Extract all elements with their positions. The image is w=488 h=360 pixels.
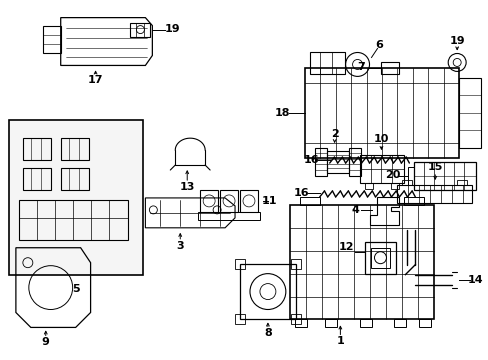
- Bar: [235, 315, 244, 324]
- Bar: [23, 138, 51, 160]
- Bar: [314, 148, 326, 176]
- Text: 8: 8: [264, 328, 271, 338]
- Text: 2: 2: [330, 129, 338, 139]
- Bar: [290, 259, 300, 269]
- Bar: [309, 53, 344, 75]
- Bar: [42, 26, 61, 54]
- Text: 19: 19: [164, 24, 180, 33]
- Text: 16: 16: [293, 188, 309, 198]
- Text: 17: 17: [88, 75, 103, 85]
- Bar: [294, 319, 306, 328]
- Text: 6: 6: [375, 40, 383, 50]
- Bar: [364, 242, 396, 274]
- Bar: [326, 151, 348, 173]
- Bar: [413, 162, 475, 190]
- Bar: [370, 248, 389, 268]
- Bar: [9, 120, 143, 275]
- Bar: [402, 180, 411, 185]
- Bar: [240, 264, 295, 319]
- Bar: [359, 319, 371, 328]
- Bar: [23, 168, 51, 190]
- Text: 14: 14: [467, 275, 482, 285]
- Bar: [130, 23, 150, 37]
- Text: 10: 10: [373, 134, 388, 144]
- Bar: [19, 200, 128, 240]
- Text: 16: 16: [304, 155, 319, 165]
- Text: 11: 11: [262, 196, 277, 206]
- Bar: [364, 183, 372, 189]
- Text: 13: 13: [179, 182, 195, 192]
- Bar: [61, 138, 88, 160]
- Bar: [359, 155, 404, 183]
- Bar: [235, 259, 244, 269]
- Bar: [198, 212, 260, 220]
- Bar: [404, 197, 424, 205]
- Text: 3: 3: [176, 241, 183, 251]
- Bar: [200, 190, 218, 212]
- Text: 12: 12: [338, 242, 354, 252]
- Bar: [456, 180, 466, 185]
- Bar: [304, 68, 458, 158]
- Text: 7: 7: [357, 62, 365, 72]
- Bar: [390, 183, 399, 189]
- Text: 15: 15: [427, 162, 442, 172]
- Bar: [289, 205, 433, 319]
- Text: 1: 1: [336, 336, 344, 346]
- Bar: [348, 148, 360, 176]
- Text: 18: 18: [275, 108, 290, 118]
- Bar: [397, 185, 471, 203]
- Bar: [394, 319, 406, 328]
- Text: 9: 9: [42, 337, 50, 347]
- Text: 4: 4: [351, 205, 359, 215]
- Bar: [324, 319, 336, 328]
- Bar: [458, 78, 480, 148]
- Bar: [419, 319, 430, 328]
- Text: 5: 5: [72, 284, 80, 293]
- Bar: [407, 167, 413, 185]
- Bar: [381, 62, 399, 75]
- Bar: [220, 190, 238, 212]
- Text: 19: 19: [448, 36, 464, 46]
- Bar: [290, 315, 300, 324]
- Text: 20: 20: [384, 170, 399, 180]
- Bar: [299, 197, 319, 205]
- Bar: [240, 190, 258, 212]
- Bar: [61, 168, 88, 190]
